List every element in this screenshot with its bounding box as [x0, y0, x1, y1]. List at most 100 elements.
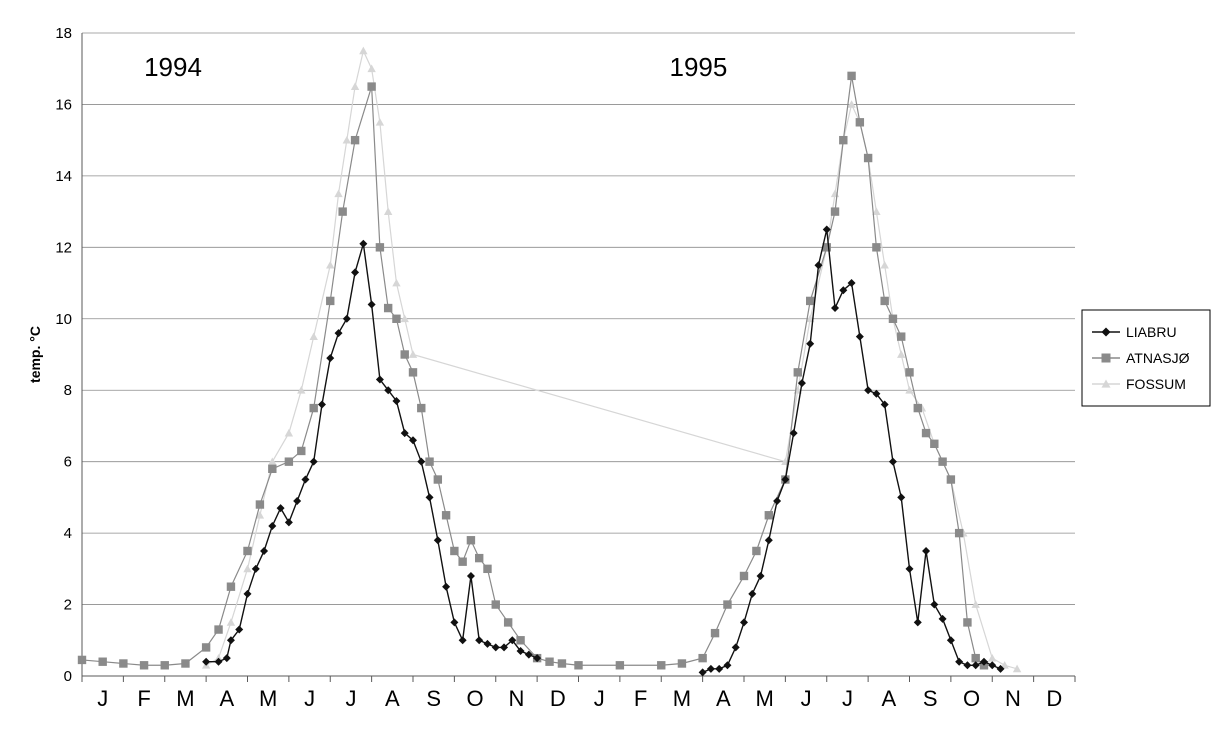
- data-point: [309, 457, 318, 466]
- data-point: [408, 368, 418, 377]
- data-point: [677, 659, 687, 668]
- x-tick-label: O: [963, 686, 980, 711]
- data-point: [880, 400, 889, 409]
- data-point: [350, 82, 360, 90]
- data-point: [301, 475, 310, 484]
- data-point: [255, 511, 265, 519]
- data-point: [979, 657, 988, 666]
- x-tick-label: S: [923, 686, 938, 711]
- data-point: [384, 386, 393, 395]
- x-tick-label: M: [259, 686, 277, 711]
- data-point: [847, 279, 856, 288]
- data-point: [831, 304, 840, 313]
- data-point: [442, 582, 451, 591]
- data-point: [1101, 379, 1111, 388]
- data-point: [764, 536, 773, 545]
- data-point: [508, 636, 517, 645]
- data-point: [946, 475, 956, 484]
- x-tick-label: A: [881, 686, 896, 711]
- y-tick-label: 10: [55, 311, 72, 328]
- data-point: [243, 546, 252, 556]
- data-point: [1012, 664, 1022, 673]
- data-point: [400, 350, 409, 359]
- data-point: [955, 657, 964, 666]
- data-point: [793, 368, 802, 377]
- data-point: [458, 557, 467, 566]
- data-point: [839, 286, 848, 295]
- data-point: [326, 354, 335, 363]
- data-point: [971, 661, 980, 670]
- data-point: [839, 135, 848, 145]
- x-tick-label: O: [467, 686, 484, 711]
- data-point: [516, 636, 525, 645]
- data-point: [897, 350, 906, 358]
- data-point: [297, 446, 306, 456]
- x-tick-label: J: [594, 686, 605, 711]
- data-point: [408, 350, 418, 358]
- data-point: [855, 332, 864, 341]
- data-point: [450, 546, 459, 556]
- data-point: [342, 314, 351, 323]
- data-point: [338, 207, 347, 216]
- data-point: [342, 135, 351, 144]
- data-point: [905, 564, 914, 573]
- data-point: [698, 653, 707, 663]
- data-point: [392, 314, 401, 323]
- data-point: [706, 664, 715, 673]
- y-tick-label: 18: [55, 25, 72, 42]
- data-point: [739, 571, 749, 581]
- data-point: [1101, 353, 1111, 363]
- y-tick-label: 12: [55, 239, 72, 256]
- data-point: [847, 100, 856, 108]
- data-point: [888, 457, 897, 466]
- x-tick-label: N: [1005, 686, 1021, 711]
- data-point: [773, 496, 782, 505]
- data-point: [417, 403, 426, 413]
- data-point: [756, 571, 765, 580]
- x-tick-label: J: [842, 686, 853, 711]
- data-point: [503, 618, 513, 627]
- data-point: [359, 46, 368, 55]
- data-point: [731, 643, 740, 652]
- data-point: [417, 457, 426, 466]
- data-point: [119, 659, 128, 668]
- data-point: [268, 464, 277, 474]
- data-point: [657, 661, 666, 670]
- data-point: [139, 661, 149, 670]
- data-point: [309, 403, 318, 413]
- data-point: [752, 546, 761, 556]
- data-point: [988, 653, 997, 662]
- data-point: [367, 300, 376, 309]
- data-point: [806, 296, 815, 306]
- data-point: [260, 546, 269, 555]
- data-point: [450, 618, 459, 627]
- data-point: [847, 71, 856, 81]
- data-point: [251, 564, 260, 573]
- data-point: [880, 296, 889, 306]
- data-point: [888, 314, 898, 323]
- data-point: [764, 511, 774, 520]
- data-point: [367, 82, 376, 91]
- data-point: [334, 329, 343, 338]
- data-point: [268, 521, 277, 530]
- x-tick-label: J: [97, 686, 108, 711]
- data-point: [806, 339, 815, 348]
- data-point: [334, 189, 343, 198]
- data-point: [284, 518, 293, 527]
- data-point: [723, 661, 732, 670]
- axes: [81, 33, 1076, 682]
- data-point: [1101, 327, 1111, 337]
- data-point: [400, 429, 409, 438]
- data-point: [201, 643, 211, 652]
- data-point: [359, 239, 368, 248]
- data-point: [797, 379, 806, 388]
- data-point: [988, 661, 997, 670]
- data-point: [375, 375, 384, 384]
- data-point: [317, 400, 326, 409]
- x-tick-label: J: [304, 686, 315, 711]
- data-point: [872, 389, 881, 398]
- x-tick-label: D: [1046, 686, 1062, 711]
- data-point: [392, 278, 401, 287]
